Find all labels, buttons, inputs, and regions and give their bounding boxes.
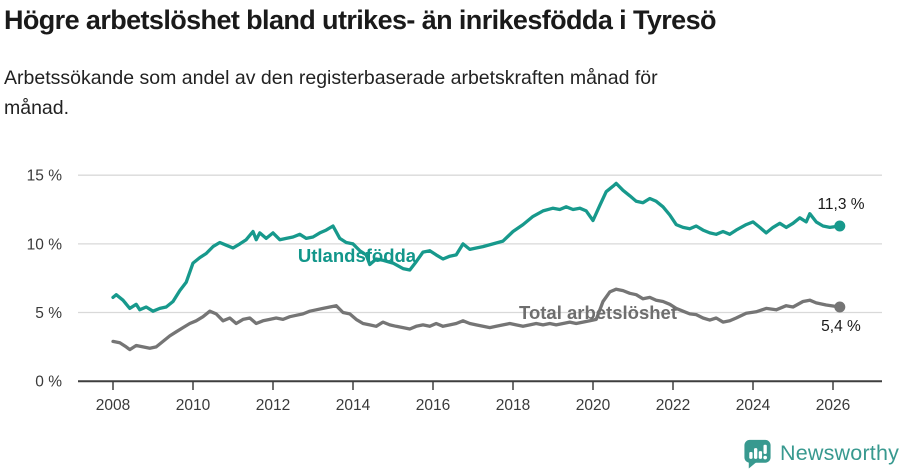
x-tick-label: 2014 <box>336 397 371 414</box>
y-tick-label: 0 % <box>35 374 62 391</box>
chart-title: Högre arbetslöshet bland utrikes- än inr… <box>4 5 716 35</box>
y-tick-label: 5 % <box>35 305 62 322</box>
series-label-total-arbetsloshet: Total arbetslöshet <box>519 302 677 323</box>
x-tick-label: 2026 <box>816 397 850 414</box>
newsworthy-logo-icon <box>742 437 773 469</box>
newsworthy-brand-link[interactable]: Newsworthy <box>742 437 899 469</box>
x-tick-label: 2024 <box>736 397 771 414</box>
x-tick-label: 2018 <box>496 397 530 414</box>
end-value-label-total-arbetsloshet: 5,4 % <box>821 318 861 335</box>
series-line-1 <box>111 287 842 352</box>
series-end-dot-1 <box>834 301 846 313</box>
x-tick-label: 2008 <box>96 397 130 414</box>
y-tick-label: 10 % <box>27 236 63 253</box>
x-tick-label: 2022 <box>656 397 690 414</box>
series-label-utlandsfodda: Utlandsfödda <box>297 245 417 266</box>
x-tick-label: 2020 <box>576 397 611 414</box>
brand-name: Newsworthy <box>780 440 900 465</box>
x-tick-label: 2016 <box>416 397 450 414</box>
chart-subtitle: Arbetssökande som andel av den registerb… <box>4 67 658 120</box>
y-tick-label: 15 % <box>27 168 63 185</box>
series-end-dot-0 <box>834 220 846 232</box>
x-tick-label: 2010 <box>176 397 211 414</box>
end-value-label-utlandsfodda: 11,3 % <box>817 196 865 213</box>
series-line-0 <box>111 181 842 313</box>
x-tick-label: 2012 <box>256 397 290 414</box>
